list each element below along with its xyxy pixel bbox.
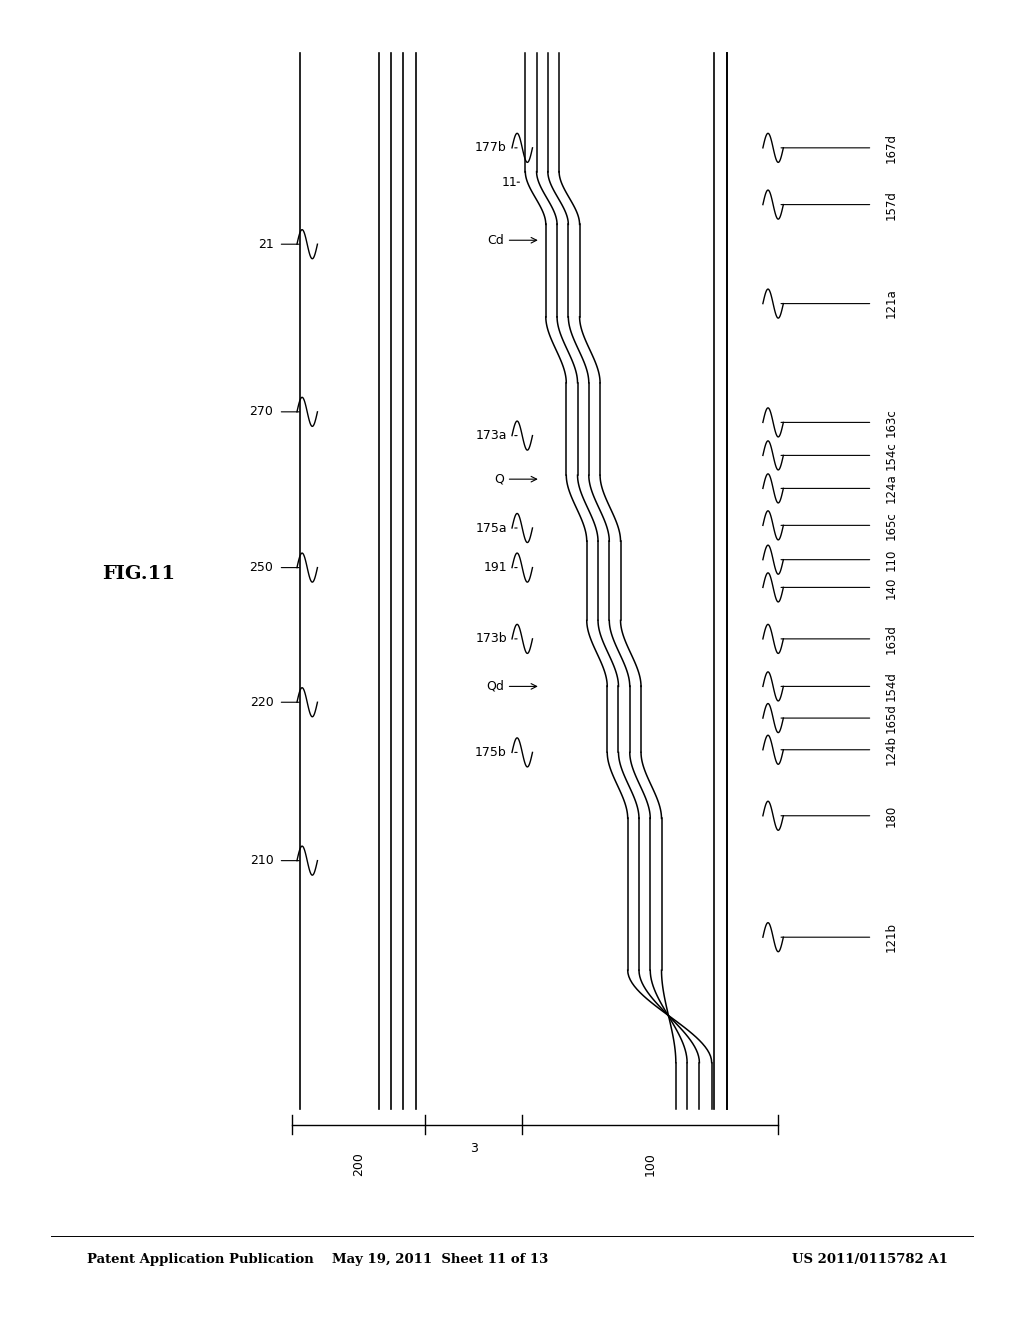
Text: 121a: 121a	[885, 289, 897, 318]
Text: 175b: 175b	[475, 746, 507, 759]
Text: 154d: 154d	[885, 672, 897, 701]
Text: 200: 200	[352, 1152, 365, 1176]
Text: 173b: 173b	[475, 632, 507, 645]
Text: 220: 220	[250, 696, 273, 709]
Text: 165c: 165c	[885, 511, 897, 540]
Text: 157d: 157d	[885, 190, 897, 219]
Text: 11: 11	[502, 176, 517, 189]
Text: 110: 110	[885, 549, 897, 570]
Text: Cd: Cd	[487, 234, 537, 247]
Text: 3: 3	[470, 1142, 477, 1155]
Text: 124a: 124a	[885, 474, 897, 503]
Text: 154c: 154c	[885, 441, 897, 470]
Text: Patent Application Publication: Patent Application Publication	[87, 1253, 313, 1266]
Text: May 19, 2011  Sheet 11 of 13: May 19, 2011 Sheet 11 of 13	[332, 1253, 549, 1266]
Text: 124b: 124b	[885, 735, 897, 764]
Text: Q: Q	[494, 473, 537, 486]
Text: FIG.11: FIG.11	[101, 565, 175, 583]
Text: 250: 250	[250, 561, 273, 574]
Text: 180: 180	[885, 805, 897, 826]
Text: 140: 140	[885, 577, 897, 598]
Text: 165d: 165d	[885, 704, 897, 733]
Text: 191: 191	[483, 561, 507, 574]
Text: 173a: 173a	[475, 429, 507, 442]
Text: 270: 270	[250, 405, 273, 418]
Text: 21: 21	[258, 238, 273, 251]
Text: 167d: 167d	[885, 133, 897, 162]
Text: 163d: 163d	[885, 624, 897, 653]
Text: US 2011/0115782 A1: US 2011/0115782 A1	[793, 1253, 948, 1266]
Text: 100: 100	[644, 1152, 656, 1176]
Text: 163c: 163c	[885, 408, 897, 437]
Text: Qd: Qd	[486, 680, 537, 693]
Text: 177b: 177b	[475, 141, 507, 154]
Text: 175a: 175a	[475, 521, 507, 535]
Text: 210: 210	[250, 854, 273, 867]
Text: 121b: 121b	[885, 923, 897, 952]
